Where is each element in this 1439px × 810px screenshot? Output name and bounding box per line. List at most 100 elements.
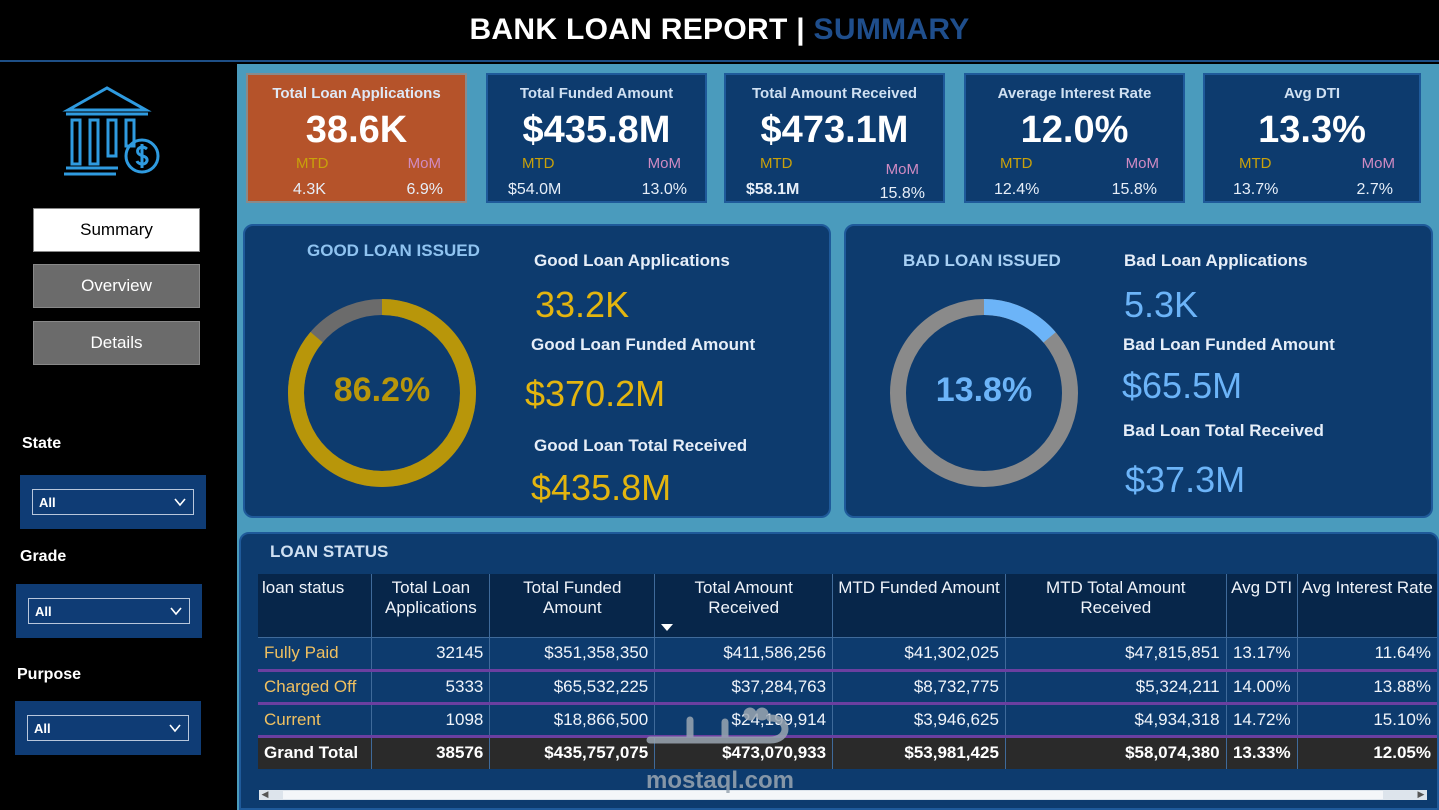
kpi-title: Total Loan Applications [272,85,441,102]
table-cell: Grand Total [258,736,373,769]
bad-loan-apps-label: Bad Loan Applications [1124,251,1308,270]
kpi-mom-value: 13.0% [641,181,687,198]
table-cell: $5,324,211 [1005,670,1227,705]
kpi-total-applications[interactable]: Total Loan Applications 38.6K MTD MoM 4.… [246,73,467,203]
purpose-filter-label: Purpose [17,666,82,683]
kpi-total-received[interactable]: Total Amount Received $473.1M MTD MoM $5… [724,73,945,203]
loan-status-title: LOAN STATUS [270,542,389,561]
col-total-received[interactable]: Total Amount Received [654,574,834,638]
table-cell: $58,074,380 [1005,736,1227,769]
sidebar: Summary Overview Details State All Grade… [0,64,237,810]
kpi-avg-dti[interactable]: Avg DTI 13.3% MTD MoM 13.7% 2.7% [1203,73,1421,203]
col-avg-dti[interactable]: Avg DTI [1226,574,1298,638]
table-row[interactable]: Charged Off 5333 $65,532,225 $37,284,763… [258,670,1437,705]
kpi-mtd-label: MTD [296,155,329,172]
kpi-mtd-value: 13.7% [1233,181,1279,198]
nav-overview-button[interactable]: Overview [33,264,200,308]
watermark-text: mostaql.com [645,767,795,794]
good-loan-panel: GOOD LOAN ISSUED 86.2% Good Loan Applica… [243,224,831,518]
chevron-down-icon [169,724,181,733]
grade-select[interactable]: All [28,598,190,624]
good-loan-title: GOOD LOAN ISSUED [307,241,480,260]
kpi-mtd-label: MTD [1000,155,1033,172]
kpi-value: 13.3% [1258,109,1366,151]
kpi-mtd-label: MTD [760,155,793,172]
chevron-down-icon [170,607,182,616]
table-cell: 13.17% [1226,637,1298,672]
table-cell: $351,358,350 [489,637,656,672]
bad-loan-percent: 13.8% [935,371,1033,409]
table-cell: Fully Paid [258,637,373,672]
state-filter: All [20,475,206,529]
good-loan-apps-value: 33.2K [535,284,630,325]
kpi-mom-label: MoM [1125,155,1159,172]
table-cell: $47,815,851 [1005,637,1227,672]
good-loan-percent: 86.2% [333,371,431,409]
purpose-select[interactable]: All [27,715,189,741]
report-title-accent: SUMMARY [813,13,970,46]
loan-status-panel: LOAN STATUS loan status Total Loan Appli… [239,532,1439,810]
col-mtd-funded[interactable]: MTD Funded Amount [832,574,1006,638]
col-avg-interest[interactable]: Avg Interest Rate [1297,574,1437,638]
grand-total-row: Grand Total 38576 $435,757,075 $473,070,… [258,736,1437,769]
report-title-main: BANK LOAN REPORT | [469,13,814,46]
table-cell: $435,757,075 [489,736,656,769]
col-total-applications[interactable]: Total Loan Applications [371,574,491,638]
kpi-avg-interest[interactable]: Average Interest Rate 12.0% MTD MoM 12.4… [964,73,1185,203]
table-cell: $37,284,763 [654,670,834,705]
kpi-total-funded[interactable]: Total Funded Amount $435.8M MTD MoM $54.… [486,73,707,203]
kpi-mom-label: MoM [647,155,681,172]
col-total-funded[interactable]: Total Funded Amount [489,574,656,638]
table-cell: 32145 [371,637,491,672]
good-loan-apps-label: Good Loan Applications [534,251,730,270]
table-cell: 13.88% [1297,670,1437,705]
scroll-right-icon[interactable]: ▶ [1417,790,1425,800]
scrollbar-thumb[interactable] [283,791,1383,799]
good-loan-donut [288,299,476,487]
scroll-left-icon[interactable]: ◀ [261,790,269,800]
grade-filter-label: Grade [20,548,67,565]
table-cell: Current [258,703,373,738]
good-loan-donut-arc [288,299,476,487]
table-cell: 5333 [371,670,491,705]
col-loan-status[interactable]: loan status [258,574,373,638]
kpi-value: 12.0% [1020,109,1129,151]
main-area: Total Loan Applications 38.6K MTD MoM 4.… [237,64,1439,810]
bad-loan-apps-value: 5.3K [1124,284,1199,325]
report-title: BANK LOAN REPORT | SUMMARY [469,13,969,47]
table-row[interactable]: Fully Paid 32145 $351,358,350 $411,586,2… [258,637,1437,672]
table-cell: $4,934,318 [1005,703,1227,738]
col-total-received-label: Total Amount Received [694,578,793,617]
state-select-value: All [39,494,56,510]
horizontal-scrollbar[interactable]: ◀ ▶ [259,790,1427,800]
table-cell: 14.72% [1226,703,1298,738]
report-header: BANK LOAN REPORT | SUMMARY [0,0,1439,62]
purpose-filter: All [15,701,201,755]
nav-details-button[interactable]: Details [33,321,200,365]
kpi-mom-label: MoM [407,155,441,172]
kpi-mom-value: 2.7% [1356,181,1393,198]
kpi-mom-value: 6.9% [406,181,443,198]
purpose-select-value: All [34,720,51,736]
kpi-value: $435.8M [522,109,671,151]
col-mtd-received[interactable]: MTD Total Amount Received [1005,574,1227,638]
table-cell: $41,302,025 [832,637,1006,672]
state-select[interactable]: All [32,489,194,515]
chevron-down-icon [174,498,186,507]
table-row[interactable]: Current 1098 $18,866,500 $24,199,914 $3,… [258,703,1437,738]
kpi-mom-value: 15.8% [879,185,925,202]
nav-summary-button[interactable]: Summary [33,208,200,252]
kpi-mom-value: 15.8% [1111,181,1157,198]
grade-select-value: All [35,603,52,619]
bad-loan-donut [890,299,1078,487]
bad-loan-funded-value: $65.5M [1122,365,1243,406]
kpi-mom-label: MoM [885,161,919,178]
kpi-value: 38.6K [305,109,408,151]
table-cell: 13.33% [1226,736,1298,769]
kpi-title: Average Interest Rate [997,85,1152,102]
kpi-title: Total Funded Amount [519,85,674,102]
table-cell: 14.00% [1226,670,1298,705]
bad-loan-received-label: Bad Loan Total Received [1123,421,1324,440]
table-cell: $65,532,225 [489,670,656,705]
